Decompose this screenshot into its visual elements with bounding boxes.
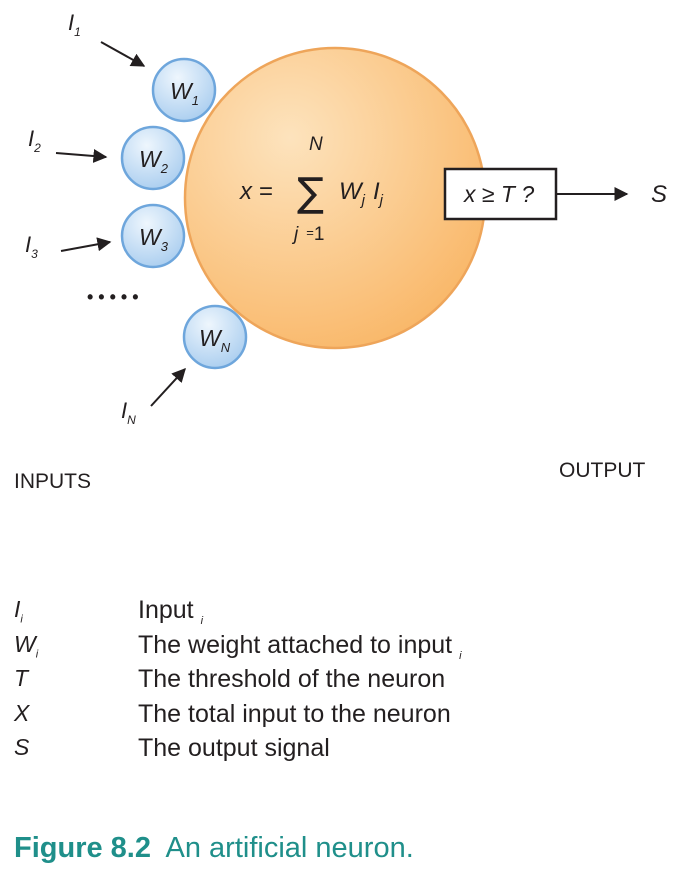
formula-term-w: W <box>339 178 364 205</box>
formula-lower-value: 1 <box>314 224 325 245</box>
weight-1-sub: 1 <box>192 93 199 108</box>
input-2-sub: 2 <box>33 141 41 155</box>
svg-text:j=1: j =1 <box>291 224 324 245</box>
svg-text:W2: W2 <box>139 146 169 176</box>
weight-3-symbol: W <box>139 224 163 250</box>
input-2-symbol: I <box>28 126 34 151</box>
legend-def-input: Input <box>138 596 194 624</box>
threshold-box <box>443 167 558 221</box>
formula-term-i: I <box>373 178 380 205</box>
legend-def-input-sub: i <box>200 615 204 627</box>
output-label: OUTPUT <box>559 459 646 482</box>
formula-term-i-sub: j <box>378 192 384 209</box>
legend-symbol-input-sub: i <box>20 613 23 626</box>
svg-text:W1: W1 <box>170 78 199 108</box>
formula-sum-sign: ∑ <box>297 170 324 216</box>
formula-upper-limit: N <box>309 134 323 155</box>
weight-node-2: W2 <box>120 125 186 191</box>
legend-def-total: The total input to the neuron <box>138 699 451 728</box>
weight-3-sub: 3 <box>161 239 169 254</box>
svg-text:IN: IN <box>121 398 136 427</box>
neuron-diagram: W1 W2 W3 WN I1 I2 I3 IN • • • • • x = <box>25 10 667 427</box>
threshold-text: x ≥ T ? <box>463 181 534 207</box>
figure-caption-text: An artificial neuron. <box>165 832 414 864</box>
weight-2-sub: 2 <box>160 161 169 176</box>
weight-2-symbol: W <box>139 146 163 172</box>
formula-lower-index: j <box>291 224 299 245</box>
legend-symbol-input: I <box>14 596 21 622</box>
input-arrow-2 <box>55 149 108 163</box>
legend-symbol-total: X <box>14 699 30 726</box>
input-3-symbol: I <box>25 232 31 257</box>
svg-text:I3: I3 <box>25 232 38 261</box>
input-arrow-n <box>150 367 186 407</box>
input-n-symbol: I <box>121 398 127 423</box>
svg-text:I1: I1 <box>68 10 81 39</box>
input-1-sub: 1 <box>74 25 81 39</box>
figure-caption: Figure 8.2 An artificial neuron. <box>14 834 414 863</box>
weight-node-1: W1 <box>151 57 217 123</box>
weight-n-sub: N <box>221 340 231 355</box>
input-arrow-1 <box>100 41 146 67</box>
weight-n-symbol: W <box>199 325 223 351</box>
neuron-body <box>183 46 487 350</box>
weight-1-symbol: W <box>170 78 194 104</box>
legend-symbol-weight: W <box>14 630 36 657</box>
input-arrow-3 <box>60 237 112 252</box>
formula-lhs: x = <box>239 178 273 205</box>
output-symbol: S <box>651 181 667 208</box>
input-n-sub: N <box>127 413 136 427</box>
legend-def-weight: The weight attached to input <box>138 630 453 659</box>
svg-text:W3: W3 <box>139 224 169 254</box>
input-3-sub: 3 <box>31 247 38 261</box>
formula-term-w-sub: j <box>360 192 366 209</box>
weight-node-n: WN <box>182 304 248 370</box>
figure-number: Figure 8.2 <box>14 832 151 864</box>
legend-symbol-output: S <box>14 734 30 760</box>
formula-lower-eq: = <box>306 225 314 240</box>
legend-def-output: The output signal <box>138 734 330 762</box>
svg-text:I2: I2 <box>28 126 41 155</box>
legend-symbol-weight-sub: i <box>35 648 39 661</box>
inputs-label: INPUTS <box>14 470 92 493</box>
input-1-symbol: I <box>68 10 74 35</box>
legend-def-weight-sub: i <box>459 649 462 662</box>
weight-node-3: W3 <box>120 203 186 269</box>
legend-def-threshold: The threshold of the neuron <box>138 665 446 693</box>
svg-text:WN: WN <box>199 325 231 355</box>
ellipsis-dots: • • • • • <box>87 287 139 307</box>
legend-symbol-threshold: T <box>14 665 29 691</box>
